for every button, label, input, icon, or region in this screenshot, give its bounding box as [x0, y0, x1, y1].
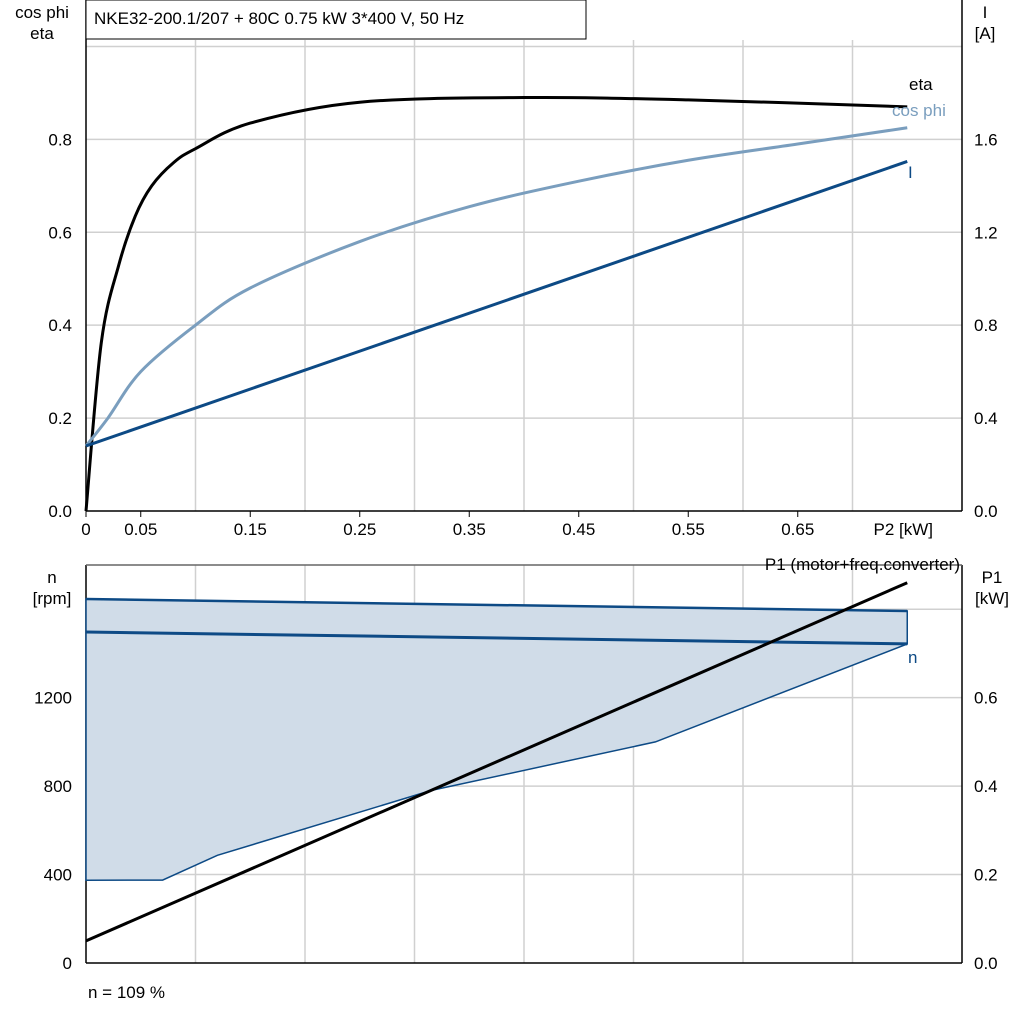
y-axis-label-left: eta [30, 24, 54, 43]
y-tick-label-right: 0.6 [974, 689, 998, 708]
y-axis-label-right: [A] [975, 24, 996, 43]
y-tick-label-right: 0.4 [974, 409, 998, 428]
series-line-eta [84, 95, 908, 512]
y-axis-label-right: [kW] [975, 589, 1009, 608]
y-tick-label-right: 0.4 [974, 777, 998, 796]
y-axis-label-left: cos phi [15, 3, 69, 22]
x-tick-label: 0.15 [234, 520, 267, 539]
series-label: P1 (motor+freq.converter) [765, 555, 960, 574]
x-tick-label: 0.45 [562, 520, 595, 539]
band-upper-line [85, 597, 908, 613]
y-tick-label-right: 0.0 [974, 502, 998, 521]
y-axis-label-right: P1 [982, 568, 1003, 587]
y-tick-label-left: 0.2 [48, 409, 72, 428]
series-label: eta [909, 75, 933, 94]
chart-title: NKE32-200.1/207 + 80C 0.75 kW 3*400 V, 5… [94, 9, 464, 28]
x-tick-label: 0.65 [781, 520, 814, 539]
y-tick-label-left: 0.8 [48, 130, 72, 149]
series-line-p1 [85, 581, 908, 943]
series-line-cos-phi [84, 126, 908, 447]
y-tick-label-left: 1200 [34, 689, 72, 708]
x-tick-label: 0.35 [453, 520, 486, 539]
y-tick-label-right: 0.0 [974, 954, 998, 973]
series-label: I [908, 163, 913, 182]
x-tick-label: 0.05 [124, 520, 157, 539]
y-tick-label-right: 0.8 [974, 316, 998, 335]
speed-annotation: n = 109 % [88, 983, 165, 1002]
y-axis-label-left: n [47, 568, 56, 587]
y-tick-label-left: 0.0 [48, 502, 72, 521]
y-tick-label-left: 800 [44, 777, 72, 796]
x-axis-label: P2 [kW] [873, 520, 933, 539]
y-tick-label-left: 0 [63, 954, 72, 973]
x-tick-label: 0.25 [343, 520, 376, 539]
series-line-I [85, 160, 908, 448]
x-tick-label: 0 [81, 520, 90, 539]
title-box [85, 0, 587, 40]
y-axis-label-left: [rpm] [33, 589, 72, 608]
y-tick-label-left: 0.4 [48, 316, 72, 335]
series-label: n [908, 648, 917, 667]
y-tick-label-right: 1.2 [974, 223, 998, 242]
y-axis-label-right: I [983, 3, 988, 22]
y-tick-label-right: 0.2 [974, 866, 998, 885]
y-tick-label-left: 400 [44, 866, 72, 885]
series-label: cos phi [892, 101, 946, 120]
y-tick-label-right: 1.6 [974, 130, 998, 149]
x-tick-label: 0.55 [672, 520, 705, 539]
y-tick-label-left: 0.6 [48, 223, 72, 242]
